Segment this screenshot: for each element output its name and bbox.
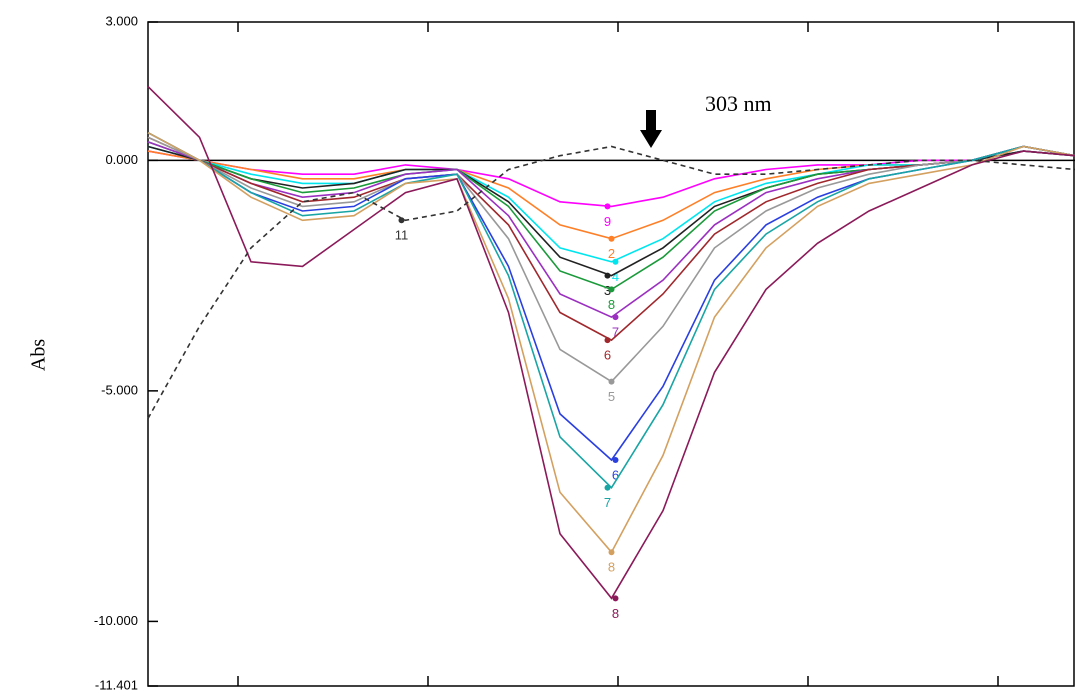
curve-marker [608, 235, 615, 242]
curve-label: 9 [604, 214, 611, 229]
curve-marker [612, 258, 619, 265]
curve-marker [604, 337, 611, 344]
curve-marker [612, 314, 619, 321]
curve-marker [604, 203, 611, 210]
curve-label: 6 [612, 467, 619, 482]
y-tick-label: -10.000 [94, 613, 138, 628]
spectrum-line [147, 145, 1075, 419]
curve-label: 6 [604, 348, 611, 363]
y-tick-label: -11.401 [95, 677, 138, 692]
spectrum-line [147, 86, 1075, 600]
curve-label: 8 [608, 297, 615, 312]
curve-label: 11 [395, 228, 409, 243]
curve-label: 7 [604, 495, 611, 510]
curve-marker [604, 272, 611, 279]
y-axis-label: Abs [28, 339, 50, 371]
y-tick-label: 0.000 [105, 152, 138, 167]
curve-label: 2 [608, 246, 615, 261]
arrow [640, 110, 662, 148]
curve-marker [612, 457, 619, 464]
curve-label: 3 [604, 283, 611, 298]
curve-label: 7 [612, 325, 619, 340]
curve-marker [612, 595, 619, 602]
curve-marker [398, 217, 405, 224]
spectrum-line [147, 131, 1075, 489]
x-ticks [237, 22, 999, 686]
curve-label: 4 [612, 269, 619, 284]
y-tick-label: -5.000 [101, 382, 138, 397]
curve-marker [608, 286, 615, 293]
curve-label: 8 [608, 560, 615, 575]
annotation: 303 nm [705, 91, 772, 116]
plot-frame [147, 21, 1075, 687]
y-tick-label: 3.000 [105, 13, 138, 28]
curve-label: 5 [608, 389, 615, 404]
spectrum-line [147, 150, 1075, 208]
curve-label: 8 [612, 606, 619, 621]
curve-marker [608, 378, 615, 385]
curve-marker [604, 484, 611, 491]
curve-marker [608, 549, 615, 556]
